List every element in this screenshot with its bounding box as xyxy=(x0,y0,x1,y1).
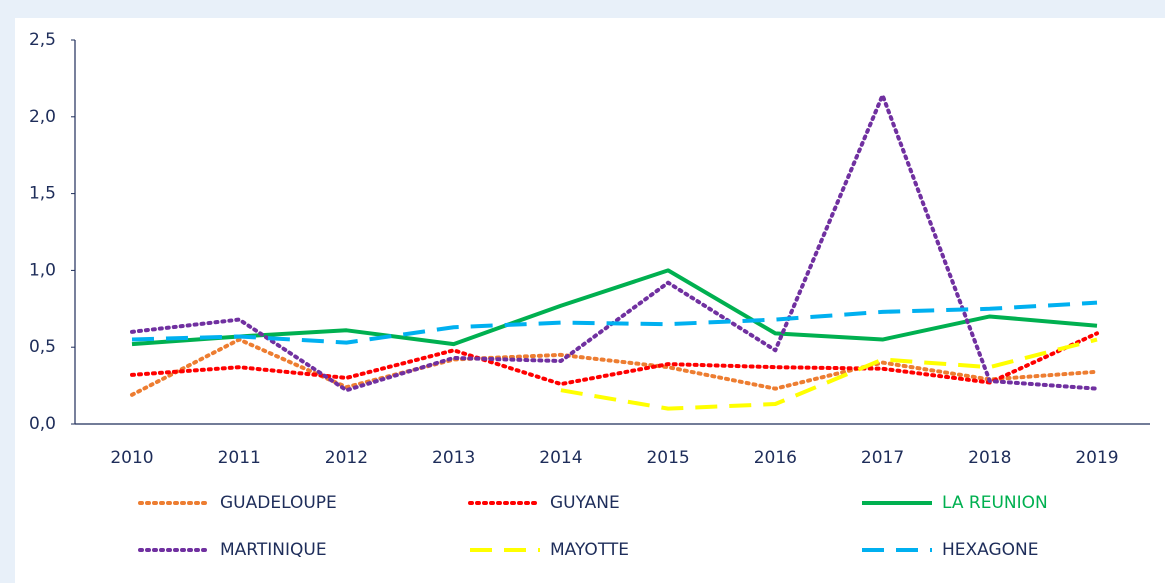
x-tick-label: 2011 xyxy=(218,448,261,468)
series-line xyxy=(560,337,1098,411)
plot-panel xyxy=(15,18,1165,583)
x-tick-label: 2015 xyxy=(646,448,689,468)
legend-label: MARTINIQUE xyxy=(220,540,327,560)
legend-label: HEXAGONE xyxy=(942,540,1039,560)
x-tick-label: 2019 xyxy=(1075,448,1118,468)
legend-label: MAYOTTE xyxy=(550,540,629,560)
legend-label: GUYANE xyxy=(550,493,620,513)
x-tick-label: 2018 xyxy=(968,448,1011,468)
y-tick-label: 2,5 xyxy=(29,30,56,50)
series-line xyxy=(130,331,1099,387)
x-tick-label: 2017 xyxy=(861,448,904,468)
y-tick-label: 1,5 xyxy=(29,184,56,204)
series-line xyxy=(130,337,1099,397)
legend-label: GUADELOUPE xyxy=(220,493,337,513)
x-tick-label: 2013 xyxy=(432,448,475,468)
series-line xyxy=(131,268,1098,347)
y-tick-label: 2,0 xyxy=(29,107,56,127)
y-tick-label: 0,5 xyxy=(29,337,56,357)
legend-label: LA REUNION xyxy=(942,493,1048,513)
x-tick-label: 2012 xyxy=(325,448,368,468)
y-tick-label: 0,0 xyxy=(29,414,56,434)
x-tick-label: 2016 xyxy=(754,448,797,468)
x-tick-label: 2014 xyxy=(539,448,582,468)
y-tick-label: 1,0 xyxy=(29,260,56,280)
series-line xyxy=(131,300,1098,345)
x-tick-label: 2010 xyxy=(110,448,153,468)
